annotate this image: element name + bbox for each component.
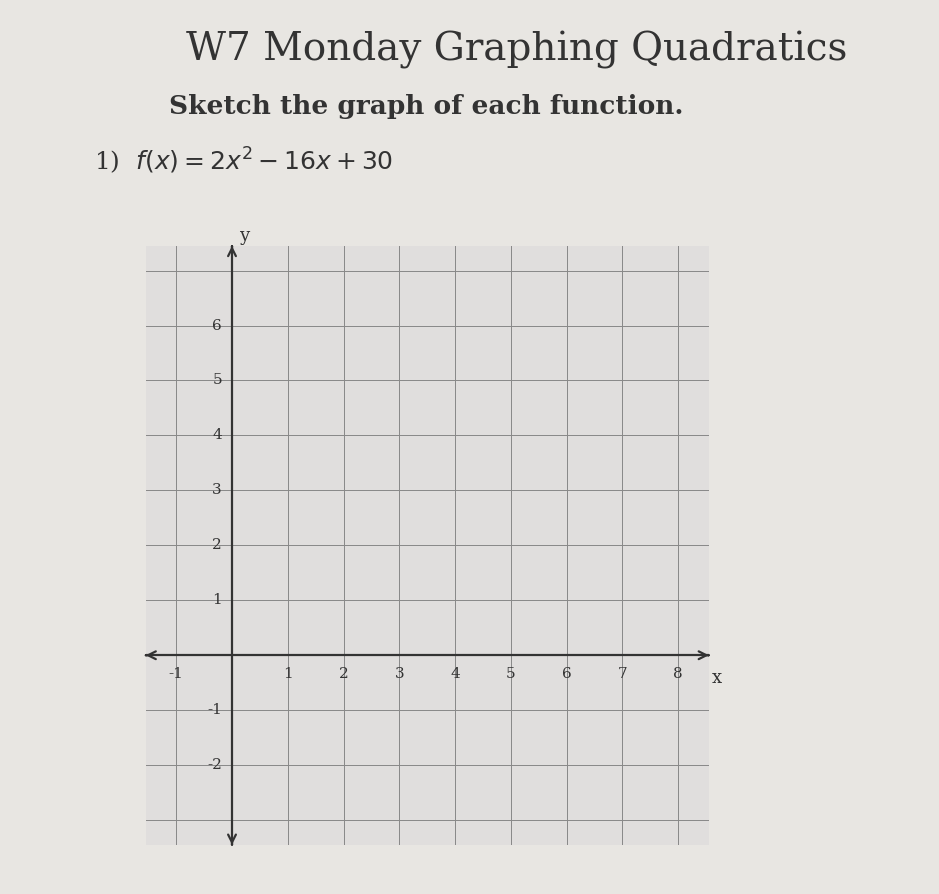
Text: 1: 1 [283, 667, 293, 681]
Text: 1: 1 [212, 594, 222, 607]
Text: x: x [712, 669, 722, 687]
Text: 7: 7 [618, 667, 627, 681]
Text: Sketch the graph of each function.: Sketch the graph of each function. [169, 94, 684, 119]
Text: 6: 6 [562, 667, 572, 681]
Text: 5: 5 [506, 667, 516, 681]
Text: -1: -1 [208, 704, 222, 717]
Text: y: y [239, 227, 249, 245]
Text: 4: 4 [451, 667, 460, 681]
Text: 2: 2 [339, 667, 348, 681]
Text: 2: 2 [212, 538, 222, 552]
Text: 3: 3 [212, 484, 222, 497]
Text: 3: 3 [394, 667, 404, 681]
Text: -1: -1 [169, 667, 184, 681]
Text: 8: 8 [673, 667, 683, 681]
Text: 4: 4 [212, 428, 222, 443]
Text: 5: 5 [212, 374, 222, 387]
Text: 1)  $f(x) = 2x^2 - 16x + 30$: 1) $f(x) = 2x^2 - 16x + 30$ [94, 145, 393, 175]
Text: -2: -2 [208, 758, 222, 772]
Text: 6: 6 [212, 318, 222, 333]
Text: W7 Monday Graphing Quadratics: W7 Monday Graphing Quadratics [186, 31, 847, 70]
